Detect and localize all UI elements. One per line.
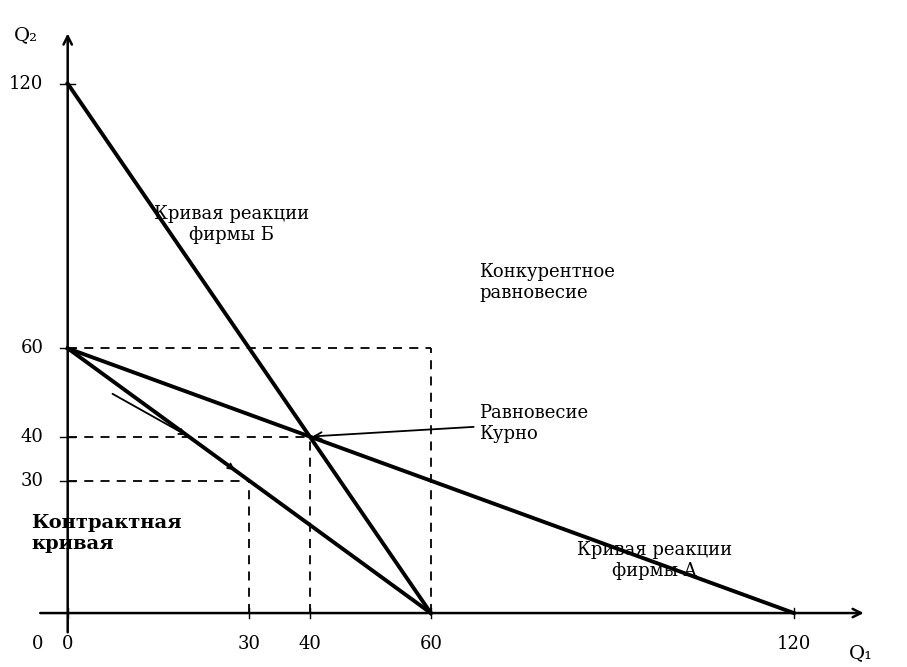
Text: 40: 40 [298, 635, 321, 653]
Text: 30: 30 [238, 635, 260, 653]
Text: Кривая реакции
фирмы A: Кривая реакции фирмы A [577, 541, 732, 580]
Text: 60: 60 [419, 635, 443, 653]
Text: 0: 0 [62, 635, 73, 653]
Text: 120: 120 [9, 75, 44, 93]
Text: Q₂: Q₂ [14, 26, 37, 44]
Text: Кривая реакции
фирмы Б: Кривая реакции фирмы Б [153, 205, 308, 244]
Text: Контрактная
кривая: Контрактная кривая [32, 514, 182, 553]
Text: Равновесие
Курно: Равновесие Курно [315, 404, 589, 443]
Text: Q₁: Q₁ [848, 644, 873, 662]
Text: 120: 120 [776, 635, 811, 653]
Text: Конкурентное
равновесие: Конкурентное равновесие [479, 263, 615, 301]
Text: 30: 30 [21, 472, 44, 490]
Text: 60: 60 [21, 340, 44, 358]
Text: 0: 0 [32, 635, 44, 653]
Text: 40: 40 [21, 428, 44, 446]
